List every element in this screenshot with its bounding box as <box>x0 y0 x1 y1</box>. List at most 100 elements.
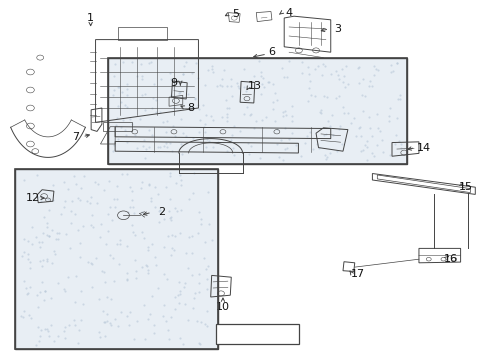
Point <box>118 99 125 105</box>
Point <box>362 142 369 148</box>
Point <box>342 63 350 69</box>
Point <box>188 104 196 110</box>
Point <box>154 191 162 197</box>
Point <box>19 253 26 258</box>
Point <box>281 108 289 113</box>
Point <box>72 273 80 279</box>
Point <box>195 271 203 276</box>
Point <box>150 81 158 86</box>
Point <box>197 216 205 221</box>
Point <box>179 341 187 347</box>
Point <box>88 261 96 266</box>
Point <box>96 334 104 339</box>
Point <box>359 76 367 82</box>
Point <box>90 224 98 230</box>
Point <box>144 267 151 273</box>
Point <box>152 262 160 268</box>
Point <box>260 85 268 90</box>
Point <box>177 79 185 85</box>
Point <box>142 337 149 342</box>
Point <box>45 233 53 238</box>
Point <box>230 152 238 158</box>
Point <box>83 198 91 204</box>
Point <box>69 198 76 204</box>
Point <box>41 297 49 302</box>
Point <box>129 229 137 235</box>
Point <box>280 74 288 80</box>
Text: 6: 6 <box>269 47 275 57</box>
Point <box>138 209 146 215</box>
Point <box>356 124 364 130</box>
Point <box>323 154 331 159</box>
Point <box>346 121 354 126</box>
Point <box>139 229 147 235</box>
Point <box>43 326 50 332</box>
Point <box>203 308 211 314</box>
Point <box>191 295 198 301</box>
Point <box>164 328 171 333</box>
Point <box>144 270 151 276</box>
Point <box>228 94 236 99</box>
Bar <box>108 58 407 164</box>
Point <box>114 323 122 328</box>
Point <box>368 83 376 89</box>
Point <box>166 196 174 202</box>
Point <box>95 181 102 187</box>
Point <box>122 132 130 138</box>
Point <box>80 174 88 179</box>
Point <box>292 142 300 148</box>
Point <box>223 83 231 89</box>
Point <box>376 128 384 134</box>
Point <box>22 285 29 291</box>
Point <box>163 318 171 324</box>
Point <box>167 214 175 220</box>
Point <box>373 111 381 117</box>
Point <box>93 200 100 206</box>
Point <box>378 137 386 143</box>
Point <box>55 230 63 236</box>
Point <box>334 148 342 153</box>
Point <box>38 279 46 285</box>
Point <box>129 204 137 210</box>
Point <box>202 266 210 272</box>
Point <box>123 86 131 92</box>
Point <box>233 80 241 86</box>
Point <box>197 221 205 227</box>
Point <box>236 128 244 134</box>
Point <box>325 150 333 156</box>
Point <box>374 67 382 73</box>
Point <box>340 104 347 110</box>
Point <box>37 198 45 204</box>
Point <box>137 61 145 67</box>
Point <box>257 69 265 75</box>
Point <box>285 136 293 141</box>
Point <box>200 129 208 134</box>
Text: 15: 15 <box>459 182 472 192</box>
Point <box>74 341 82 346</box>
Point <box>172 294 179 300</box>
Point <box>397 141 405 147</box>
Point <box>138 264 146 270</box>
Point <box>53 230 61 236</box>
Point <box>163 276 171 282</box>
Point <box>41 288 49 294</box>
Point <box>49 197 57 203</box>
Point <box>167 93 175 98</box>
Point <box>17 313 25 319</box>
Point <box>76 197 84 203</box>
Point <box>39 257 47 263</box>
Point <box>72 299 79 305</box>
Point <box>147 105 155 111</box>
Text: 1: 1 <box>87 13 94 23</box>
Point <box>258 81 266 86</box>
Point <box>41 326 49 332</box>
Point <box>341 73 348 79</box>
Point <box>166 215 174 221</box>
Text: 3: 3 <box>335 24 342 34</box>
Point <box>315 145 323 151</box>
Point <box>155 219 163 224</box>
Text: 12: 12 <box>26 193 40 203</box>
Point <box>120 117 127 123</box>
Point <box>148 293 156 299</box>
Point <box>316 109 324 115</box>
